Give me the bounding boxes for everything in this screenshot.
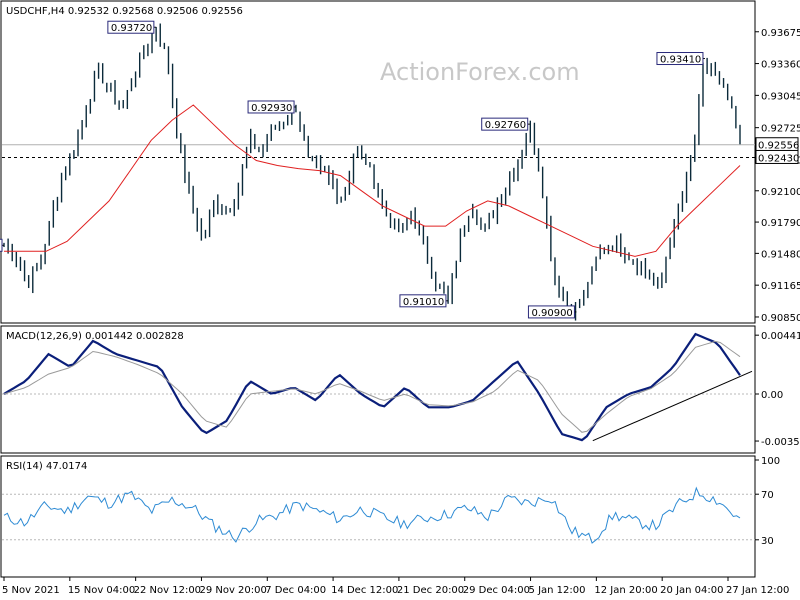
chart-marks: 0.936750.933600.930450.927250.924100.921… xyxy=(0,20,800,596)
rsi-y-tick-label: 30 xyxy=(761,536,774,547)
x-tick-label: 27 Jan 12:00 xyxy=(726,585,789,596)
macd-trendline xyxy=(592,370,753,442)
y-tick-label: 0.90850 xyxy=(761,313,800,324)
x-tick-label: 14 Dec 12:00 xyxy=(331,585,398,596)
x-tick-label: 20 Jan 04:00 xyxy=(660,585,723,596)
dashed-level-label: 0.92430 xyxy=(758,153,799,164)
macd-y-tick-label: -0.003528 xyxy=(761,437,800,448)
x-tick-label: 12 Jan 20:00 xyxy=(594,585,657,596)
rsi-y-tick-label: 70 xyxy=(761,490,774,501)
rsi-y-tick-label: 100 xyxy=(761,456,780,467)
y-tick-label: 0.91165 xyxy=(761,281,800,292)
annotation-box xyxy=(656,52,704,66)
annotation-box xyxy=(527,305,575,319)
y-tick-label: 0.91790 xyxy=(761,218,800,229)
signal-line xyxy=(3,340,741,433)
chart-header: USDCHF,H4 0.92532 0.92568 0.92506 0.9255… xyxy=(6,6,243,17)
x-tick-label: 29 Nov 20:00 xyxy=(199,585,266,596)
moving-average-line xyxy=(4,104,741,257)
y-tick-label: 0.93360 xyxy=(761,60,800,71)
macd-y-tick-label: 0.00 xyxy=(761,390,783,401)
watermark-text: ActionForex.com xyxy=(380,58,580,86)
y-tick-label: 0.91480 xyxy=(761,249,800,260)
x-tick-label: 22 Nov 12:00 xyxy=(134,585,201,596)
y-tick-label: 0.93675 xyxy=(761,28,800,39)
x-tick-label: 21 Dec 20:00 xyxy=(397,585,464,596)
annotation-box xyxy=(107,20,155,34)
dashed-level-tag xyxy=(755,149,799,164)
macd-label: MACD(12,26,9) 0.001442 0.002828 xyxy=(6,331,184,342)
annotation-label: 0.93720 xyxy=(111,23,152,34)
annotation-box xyxy=(481,117,529,131)
annotation-box xyxy=(247,100,295,114)
annotation-label: 0.92760 xyxy=(485,120,526,131)
macd-panel xyxy=(0,325,756,454)
macd-y-tick-label: 0.004412 xyxy=(761,331,800,342)
rsi-line xyxy=(3,486,741,544)
annotation-label: 0.92930 xyxy=(251,103,292,114)
x-tick-label: 29 Dec 04:00 xyxy=(463,585,530,596)
annotation-box xyxy=(0,238,3,252)
x-tick-label: 15 Nov 04:00 xyxy=(68,585,135,596)
y-tick-label: 0.93045 xyxy=(761,91,800,102)
rsi-label: RSI(14) 47.0174 xyxy=(6,461,87,472)
annotation-label: 0.93410 xyxy=(660,55,701,66)
y-tick-label: 0.92725 xyxy=(761,124,800,135)
current-price-label: 0.92556 xyxy=(758,141,799,152)
annotation-label: 0.90900 xyxy=(531,308,572,319)
annotation-box xyxy=(399,294,447,308)
x-tick-label: 5 Jan 12:00 xyxy=(529,585,586,596)
y-tick-label: 0.92100 xyxy=(761,187,800,198)
macd-line xyxy=(3,332,741,442)
rsi-panel xyxy=(0,455,756,578)
annotation-label: 0.91010 xyxy=(403,297,444,308)
x-tick-label: 7 Dec 04:00 xyxy=(265,585,326,596)
x-tick-label: 5 Nov 2021 xyxy=(2,585,60,596)
price-panel xyxy=(0,0,756,324)
